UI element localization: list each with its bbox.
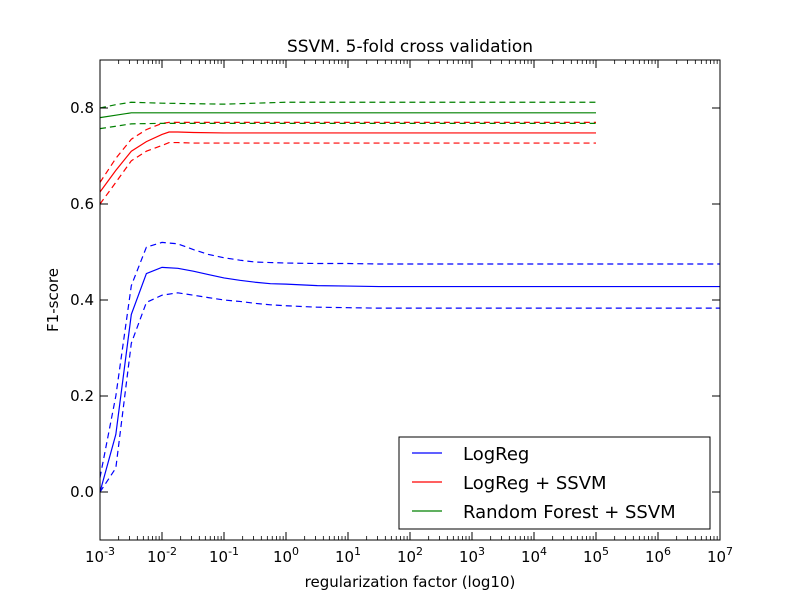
legend-label-0: LogReg [463, 444, 529, 465]
series-0-mean-line [99, 266, 720, 493]
y-tick-label-3: 0.6 [70, 195, 94, 213]
series-2-lower-line [99, 122, 596, 130]
x-tick-label-exp-4: 1 [354, 545, 361, 558]
y-tick-label-4: 0.8 [70, 99, 94, 117]
x-tick-label-base-6: 10 [459, 548, 478, 566]
x-tick-label-exp-10: 7 [726, 545, 733, 558]
x-tick-label-base-4: 10 [335, 548, 354, 566]
x-tick-label-base-5: 10 [397, 548, 416, 566]
x-tick-label-4: 101 [335, 545, 361, 566]
x-tick-label-base-1: 10 [147, 548, 166, 566]
y-tick-label-2: 0.4 [70, 291, 94, 309]
x-tick-label-1: 10-2 [147, 545, 177, 566]
x-tick-label-base-9: 10 [645, 548, 664, 566]
x-tick-label-exp-7: 4 [540, 545, 547, 558]
x-tick-label-base-10: 10 [707, 548, 726, 566]
x-axis: 10-3 10-2 10-1 100 101 102 103 104 105 106 107 [85, 60, 733, 566]
x-tick-label-exp-8: 5 [602, 545, 609, 558]
x-tick-label-base-8: 10 [583, 548, 602, 566]
series-2-mean-line [99, 112, 596, 119]
legend-label-2: Random Forest + SSVM [463, 502, 676, 523]
chart-title: SSVM. 5-fold cross validation [287, 37, 533, 57]
x-tick-label-exp-5: 2 [416, 545, 423, 558]
series-2-upper-line [99, 101, 596, 109]
series-0-upper-line [99, 241, 720, 478]
series-1 [99, 121, 596, 205]
x-tick-label-2: 10-1 [209, 545, 239, 566]
x-tick-label-5: 102 [397, 545, 423, 566]
legend: LogReg LogReg + SSVM Random Forest + SSVM [398, 436, 711, 530]
x-tick-label-base-7: 10 [521, 548, 540, 566]
legend-label-1: LogReg + SSVM [463, 473, 607, 494]
y-tick-label-0: 0.0 [70, 483, 94, 501]
x-tick-label-6: 103 [459, 545, 485, 566]
x-tick-label-9: 106 [645, 545, 671, 566]
x-tick-label-0: 10-3 [85, 545, 115, 566]
series-1-mean-line [99, 131, 596, 193]
x-tick-label-base-3: 10 [273, 548, 292, 566]
x-tick-label-7: 104 [521, 545, 547, 566]
x-tick-label-exp-9: 6 [664, 545, 671, 558]
x-tick-label-exp-2: -1 [228, 545, 239, 558]
y-tick-label-1: 0.2 [70, 387, 94, 405]
x-tick-label-exp-0: -3 [104, 545, 115, 558]
y-axis: 0.0 0.2 0.4 0.6 0.8 [70, 99, 720, 501]
x-tick-label-base-0: 10 [85, 548, 104, 566]
x-tick-label-base-2: 10 [209, 548, 228, 566]
series-0 [99, 241, 720, 493]
x-tick-label-10: 107 [707, 545, 733, 566]
y-axis-label: F1-score [44, 268, 62, 332]
x-tick-label-exp-1: -2 [166, 545, 177, 558]
x-tick-label-8: 105 [583, 545, 609, 566]
series-layer [99, 101, 720, 493]
x-axis-label: regularization factor (log10) [305, 573, 516, 591]
series-2 [99, 101, 596, 130]
x-tick-label-exp-6: 3 [478, 545, 485, 558]
x-tick-label-exp-3: 0 [292, 545, 299, 558]
legend-box [398, 436, 711, 530]
x-tick-label-3: 100 [273, 545, 299, 566]
